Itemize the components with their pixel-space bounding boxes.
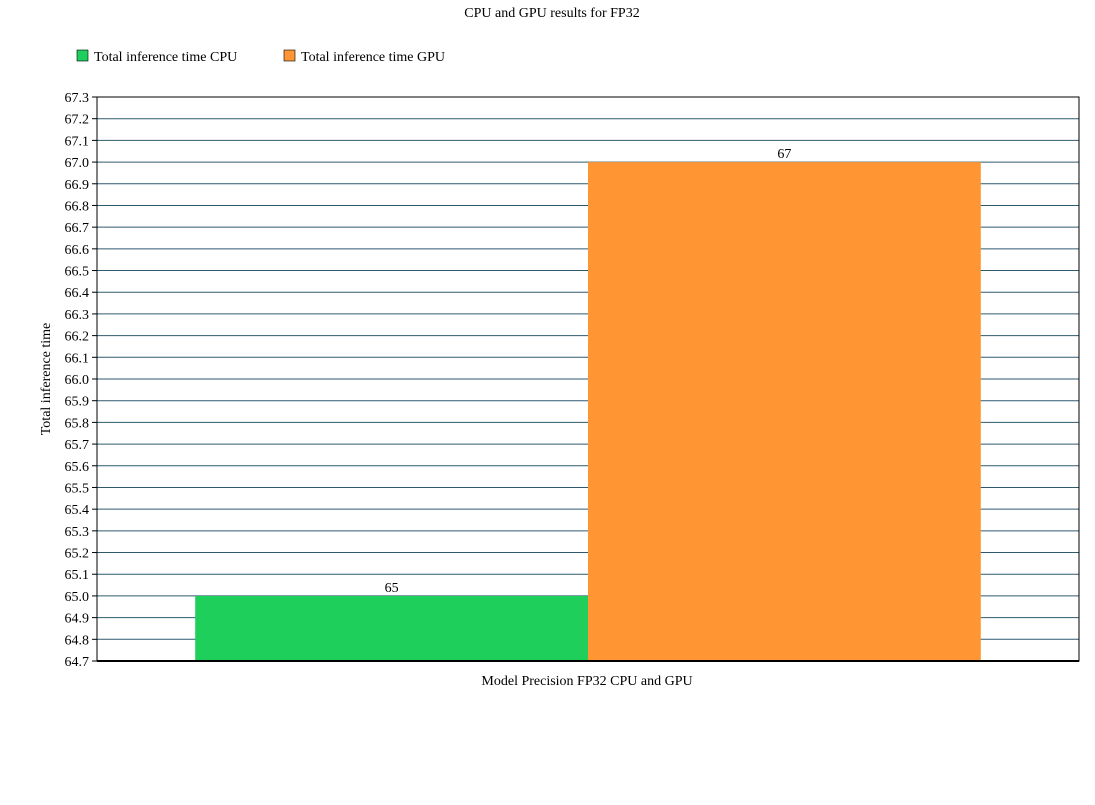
y-tick-label: 65.3 — [65, 525, 90, 540]
bars — [195, 162, 981, 662]
y-tick-label: 66.8 — [65, 199, 90, 214]
y-tick-label: 67.0 — [65, 156, 90, 171]
y-tick-label: 67.2 — [65, 113, 90, 128]
y-axis-label: Total inference time — [39, 323, 54, 436]
chart-title: CPU and GPU results for FP32 — [464, 6, 639, 21]
y-tick-label: 64.8 — [65, 633, 90, 648]
bar-value-label: 65 — [385, 581, 399, 596]
y-tick-label: 65.0 — [65, 590, 90, 605]
y-tick-label: 66.7 — [65, 221, 90, 236]
bar-gpu — [588, 162, 981, 662]
bar-value-label: 67 — [777, 147, 791, 162]
y-tick-label: 66.6 — [65, 243, 90, 258]
bar-label-bg — [379, 591, 404, 595]
y-tick-label: 65.4 — [65, 503, 90, 518]
legend-swatch-gpu — [283, 49, 296, 62]
y-tick-label: 66.9 — [65, 178, 90, 193]
y-tick-label: 64.7 — [65, 655, 90, 670]
y-axis-ticks: 64.7 64.8 64.9 65.0 65.1 65.2 65.3 65.4 65.5 65.6… — [65, 91, 97, 670]
y-tick-label: 65.6 — [65, 460, 90, 475]
y-tick-label: 65.7 — [65, 438, 90, 453]
y-tick-label: 66.3 — [65, 308, 90, 323]
y-tick-label: 66.2 — [65, 330, 90, 345]
y-tick-label: 65.9 — [65, 395, 90, 410]
y-tick-label: 66.5 — [65, 265, 90, 280]
y-tick-label: 66.4 — [65, 286, 90, 301]
y-tick-label: 64.9 — [65, 612, 90, 627]
y-tick-label: 66.0 — [65, 373, 90, 388]
y-tick-label: 65.2 — [65, 547, 90, 562]
bar-labels: 65 67 — [379, 147, 797, 596]
y-tick-label: 65.1 — [65, 568, 90, 583]
x-axis-label: Model Precision FP32 CPU and GPU — [481, 674, 692, 689]
legend-label-gpu: Total inference time GPU — [301, 50, 445, 65]
y-tick-label: 65.8 — [65, 416, 90, 431]
legend: Total inference time CPU Total inference… — [76, 49, 445, 65]
legend-swatch-cpu — [76, 49, 89, 62]
y-tick-label: 67.1 — [65, 134, 90, 149]
y-tick-label: 65.5 — [65, 481, 90, 496]
bar-label-bg — [772, 158, 797, 162]
y-tick-label: 66.1 — [65, 351, 90, 366]
legend-label-cpu: Total inference time CPU — [94, 50, 237, 65]
bar-cpu — [195, 595, 588, 661]
y-tick-label: 67.3 — [65, 91, 90, 106]
